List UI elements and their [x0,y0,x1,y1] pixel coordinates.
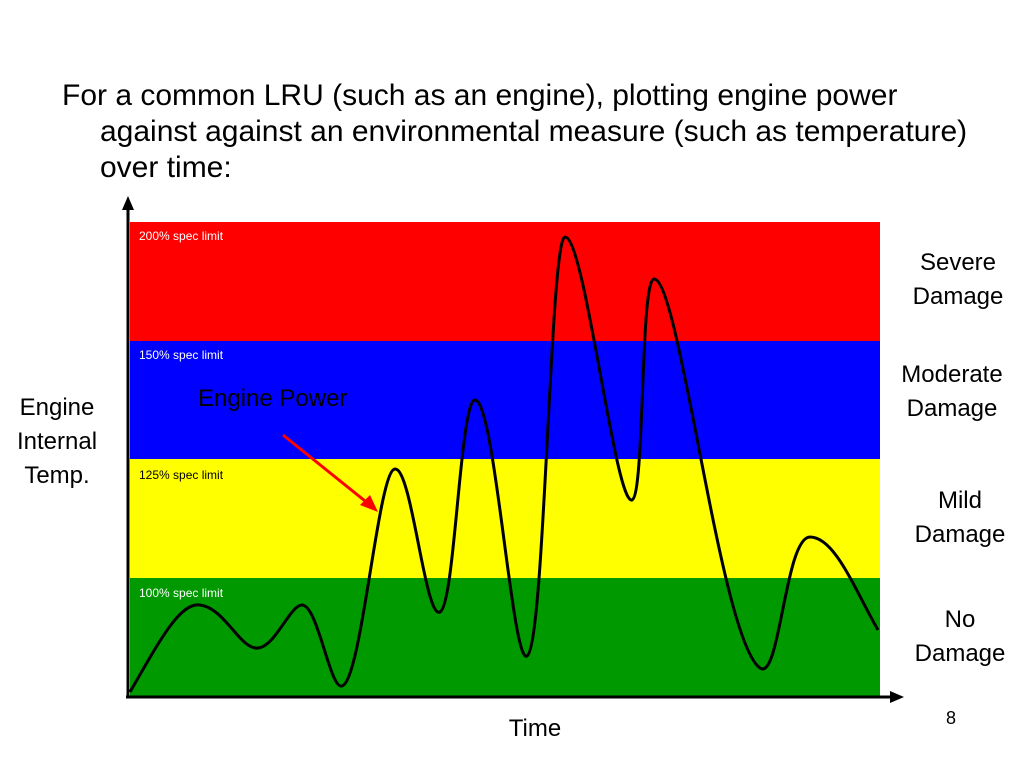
spec-limit-125-label: 125% spec limit [139,468,224,482]
spec-limit-200-label: 200% spec limit [139,229,224,243]
moderate-zone-band [130,341,880,459]
no-damage-zone-band [130,578,880,697]
annotation-arrow-head [360,495,378,512]
mild-damage-label-line-1: Mild [937,487,982,514]
y-axis-label: Engine Internal Temp. [0,391,114,493]
no-damage-label-line-2: Damage [914,640,1006,667]
severe-damage-label: Severe Damage [893,246,1023,314]
page-number: 8 [946,708,957,728]
annotation-arrow-shaft [282,433,371,507]
no-damage-label-line-1: No [944,606,976,633]
severe-damage-label-line-2: Damage [912,283,1004,310]
spec-limit-150-label: 150% spec limit [139,348,224,362]
severe-zone-band [130,222,880,341]
x-axis-arrowhead [890,691,904,703]
moderate-damage-label: Moderate Damage [887,358,1017,426]
engine-power-curve [128,235,880,693]
x-axis-label: Time [508,715,562,742]
y-axis-label-line-2: Internal [16,428,98,455]
mild-damage-label: Mild Damage [895,484,1024,552]
y-axis-label-line-3: Temp. [24,462,90,489]
severe-damage-label-line-1: Severe [919,249,997,276]
bullet-text: For a common LRU (such as an engine), pl… [62,79,968,184]
spec-limit-100-label: 100% spec limit [139,586,224,600]
moderate-damage-label-line-2: Damage [906,395,998,422]
mild-zone-band [130,459,880,578]
mild-damage-label-line-2: Damage [914,521,1006,548]
no-damage-label: No Damage [895,603,1024,671]
y-axis-label-line-1: Engine [19,394,95,421]
moderate-damage-label-line-1: Moderate [901,361,1003,388]
y-axis-arrowhead [122,196,134,210]
engine-power-label: Engine Power [198,385,348,412]
